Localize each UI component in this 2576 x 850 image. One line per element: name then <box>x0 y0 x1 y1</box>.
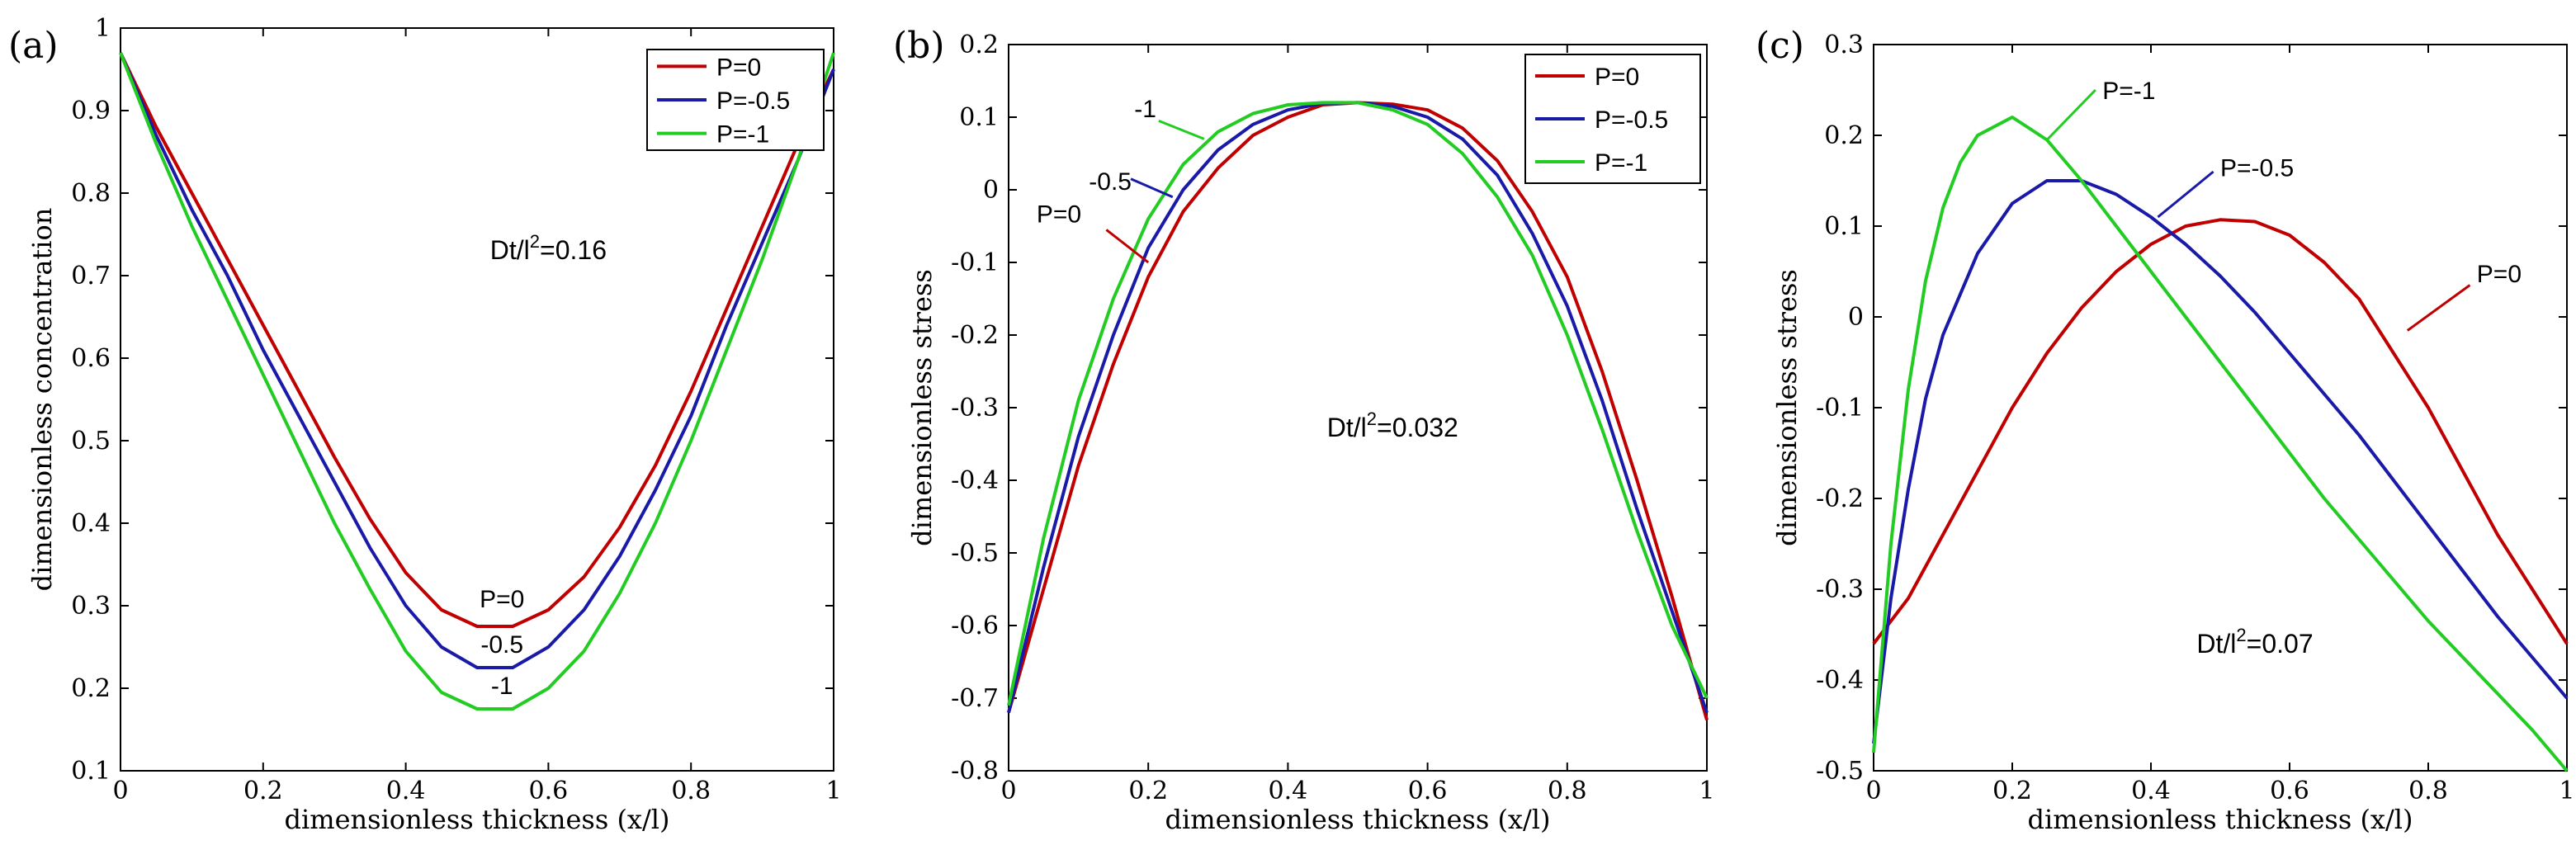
curve-label: P=0 <box>1037 201 1081 229</box>
x-tick-label: 0.4 <box>1269 777 1308 805</box>
curve-label: P=0 <box>2477 261 2522 288</box>
y-tick-label: -0.8 <box>951 757 999 786</box>
y-axis-label: dimensionless stress <box>1771 269 1803 546</box>
curve-label-leader <box>1130 177 1174 199</box>
plot-frame <box>1873 44 2568 772</box>
x-tick-label: 0.6 <box>529 777 569 805</box>
curve-label: P=0 <box>480 586 524 613</box>
x-tick-label: 0.8 <box>2408 777 2448 805</box>
y-tick-label: 0.4 <box>71 509 111 538</box>
curve-label: -0.5 <box>1089 168 1132 196</box>
y-axis-label: dimensionless concentration <box>26 208 58 592</box>
x-axis-label: dimensionless thickness (x/l) <box>1165 804 1551 835</box>
curve-label: -1 <box>491 673 513 700</box>
series-line-2 <box>119 52 835 669</box>
legend-label: P=-0.5 <box>1595 106 1668 134</box>
y-tick-label: -0.5 <box>1816 757 1864 786</box>
y-tick-label: 0.7 <box>71 262 111 290</box>
x-tick-label: 0.8 <box>1548 777 1587 805</box>
curve-label: P=-1 <box>2102 78 2155 105</box>
x-tick-label: 0 <box>112 777 128 805</box>
y-tick-label: -0.1 <box>1816 394 1864 423</box>
y-tick-label: -0.4 <box>1816 666 1864 695</box>
curve-label-leader <box>2045 88 2096 141</box>
legend-label: P=-1 <box>1595 149 1647 177</box>
time-annotation: Dt/l2=0.032 <box>1327 408 1458 442</box>
curve-label-leader <box>1158 120 1205 140</box>
legend: P=0 P=-0.5 P=-1 <box>646 49 825 151</box>
x-tick-label: 0.2 <box>1992 777 2032 805</box>
curve-label: P=-0.5 <box>2220 155 2294 182</box>
y-tick-label: 0.6 <box>71 344 111 373</box>
y-tick-label: 0 <box>983 176 999 205</box>
y-tick-label: 0.1 <box>71 757 111 786</box>
y-tick-label: 0.1 <box>959 103 999 132</box>
y-tick-label: 0.5 <box>71 427 111 456</box>
curve-label: -0.5 <box>480 631 523 659</box>
panel-label: (a) <box>8 25 59 67</box>
time-annotation: Dt/l2=0.07 <box>2196 625 2313 659</box>
curve-label-leader <box>2406 284 2471 332</box>
x-tick-label: 0.6 <box>2270 777 2309 805</box>
y-tick-label: 0.2 <box>71 674 111 703</box>
curve-label-leader <box>1105 229 1150 264</box>
x-tick-label: 1 <box>825 777 841 805</box>
panel-label: (b) <box>893 25 945 67</box>
curve-label: -1 <box>1134 96 1156 123</box>
series-line-1 <box>1872 218 2569 645</box>
curve-label-leader <box>2157 170 2214 219</box>
y-tick-label: 0.3 <box>71 592 111 621</box>
y-tick-label: -0.2 <box>1816 484 1864 513</box>
series-line-3 <box>1007 101 1709 706</box>
series-line-1 <box>119 52 835 628</box>
legend-label: P=0 <box>1595 64 1639 91</box>
y-tick-label: 0 <box>1848 303 1864 332</box>
legend-label: P=0 <box>716 54 761 81</box>
x-axis-label: dimensionless thickness (x/l) <box>285 804 670 835</box>
x-tick-label: 1 <box>1699 777 1714 805</box>
legend-label: P=-0.5 <box>716 87 790 115</box>
y-tick-label: -0.1 <box>951 248 999 277</box>
x-tick-label: 0.2 <box>1128 777 1168 805</box>
y-tick-label: 1 <box>95 14 111 43</box>
y-tick-label: -0.3 <box>1816 575 1864 604</box>
y-axis-label: dimensionless stress <box>906 269 938 546</box>
x-tick-label: 0.2 <box>243 777 283 805</box>
legend: P=0 P=-0.5 P=-1 <box>1524 54 1701 184</box>
y-tick-label: -0.2 <box>951 321 999 350</box>
y-tick-label: 0.8 <box>71 179 111 208</box>
y-tick-label: -0.3 <box>951 394 999 423</box>
chart-panel-3: (c) 0 0.2 0.4 0.6 0.8 1 0.3 0.2 0.1 0 -0.1 -0.2 -0.3 -… <box>1756 25 2575 835</box>
x-tick-label: 1 <box>2559 777 2574 805</box>
x-tick-label: 0 <box>1865 777 1881 805</box>
x-tick-label: 0.6 <box>1408 777 1448 805</box>
y-tick-label: 0.2 <box>1824 121 1864 150</box>
chart-panel-2: (b) 0 0.2 0.4 0.6 0.8 1 0.2 0.1 0 -0.1 -0.2 -0.3 -0.4… <box>893 25 1715 835</box>
x-tick-label: 0 <box>1000 777 1016 805</box>
y-tick-label: -0.7 <box>951 684 999 713</box>
y-tick-label: -0.6 <box>951 612 999 640</box>
legend-label: P=-1 <box>716 121 769 149</box>
x-tick-label: 0.4 <box>2131 777 2171 805</box>
series-line-2 <box>1872 179 2569 744</box>
time-annotation: Dt/l2=0.16 <box>490 231 607 265</box>
y-tick-label: 0.9 <box>71 97 111 125</box>
y-tick-label: -0.5 <box>951 539 999 568</box>
series-line-3 <box>119 52 835 711</box>
y-tick-label: 0.2 <box>959 31 999 59</box>
y-tick-label: 0.1 <box>1824 212 1864 241</box>
chart-panel-1: (a) 0 0.2 0.4 0.6 0.8 1 0.1 0.2 0.3 0.4 0.5 0.6 0.7 0.… <box>8 14 842 835</box>
y-tick-label: 0.3 <box>1824 31 1864 59</box>
series-line-3 <box>1872 116 2569 772</box>
y-tick-label: -0.4 <box>951 466 999 495</box>
panel-label: (c) <box>1756 25 1804 67</box>
x-axis-label: dimensionless thickness (x/l) <box>2028 804 2413 835</box>
plot-frame <box>120 27 834 772</box>
x-tick-label: 0.8 <box>671 777 711 805</box>
x-tick-label: 0.4 <box>386 777 426 805</box>
